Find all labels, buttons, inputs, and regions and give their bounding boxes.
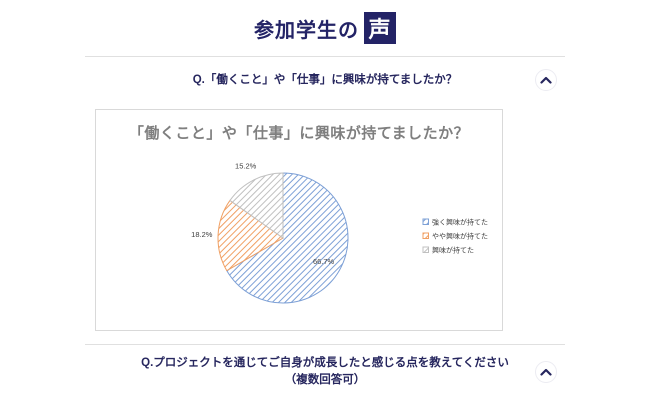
divider — [85, 344, 565, 345]
collapse-toggle-button[interactable] — [535, 361, 557, 383]
page-header: 参加学生の 声 — [85, 0, 565, 44]
question-2-line-2: （複数回答可） — [284, 374, 366, 386]
question-2-line-1: Q.プロジェクトを通じてご自身が成長したと感じる点を教えてください — [141, 357, 509, 370]
legend-marker — [422, 218, 429, 225]
legend-label: 興味が持てた — [432, 246, 474, 255]
chart-panel: 「働くこと」や「仕事」に興味が持てましたか？ 66.7% 18.2% 15.2% 強く… — [95, 109, 503, 331]
legend-marker — [422, 246, 429, 253]
pie-data-label: 66.7% — [313, 257, 335, 266]
question-1-text: Q.「働くこと」や「仕事」に興味が持てましたか？ — [192, 73, 458, 86]
legend-item: 強く興味が持てた — [422, 218, 488, 227]
page: 参加学生の 声 Q.「働くこと」や「仕事」に興味が持てましたか？ 「働くこと」や… — [85, 0, 565, 391]
legend-item: やや興味が持てた — [422, 232, 488, 241]
collapse-toggle-button[interactable] — [535, 69, 557, 91]
page-title-text: 参加学生の — [254, 19, 359, 42]
pie-data-label: 18.2% — [191, 230, 213, 239]
accordion-header-question-2[interactable]: Q.プロジェクトを通じてご自身が成長したと感じる点を教えてください （複数回答可… — [85, 353, 565, 391]
chevron-up-icon — [540, 368, 552, 376]
page-title: 参加学生の 声 — [254, 12, 396, 44]
legend-label: やや興味が持てた — [432, 232, 488, 241]
pie-data-label: 15.2% — [235, 161, 257, 170]
pie-slice — [217, 199, 284, 272]
chevron-up-icon — [540, 76, 552, 84]
chart-title: 「働くこと」や「仕事」に興味が持てましたか？ — [128, 125, 470, 142]
legend-label: 強く興味が持てた — [432, 218, 488, 227]
question-2-text: Q.プロジェクトを通じてご自身が成長したと感じる点を教えてください （複数回答可… — [141, 355, 509, 388]
divider — [85, 56, 565, 57]
pie-slice — [229, 172, 284, 239]
legend-marker — [422, 232, 429, 239]
pie-slice — [226, 172, 349, 304]
accordion-header-question-1[interactable]: Q.「働くこと」や「仕事」に興味が持てましたか？ — [85, 67, 565, 93]
legend-item: 興味が持てた — [422, 246, 474, 255]
page-title-emphasis-block: 声 — [364, 12, 396, 44]
